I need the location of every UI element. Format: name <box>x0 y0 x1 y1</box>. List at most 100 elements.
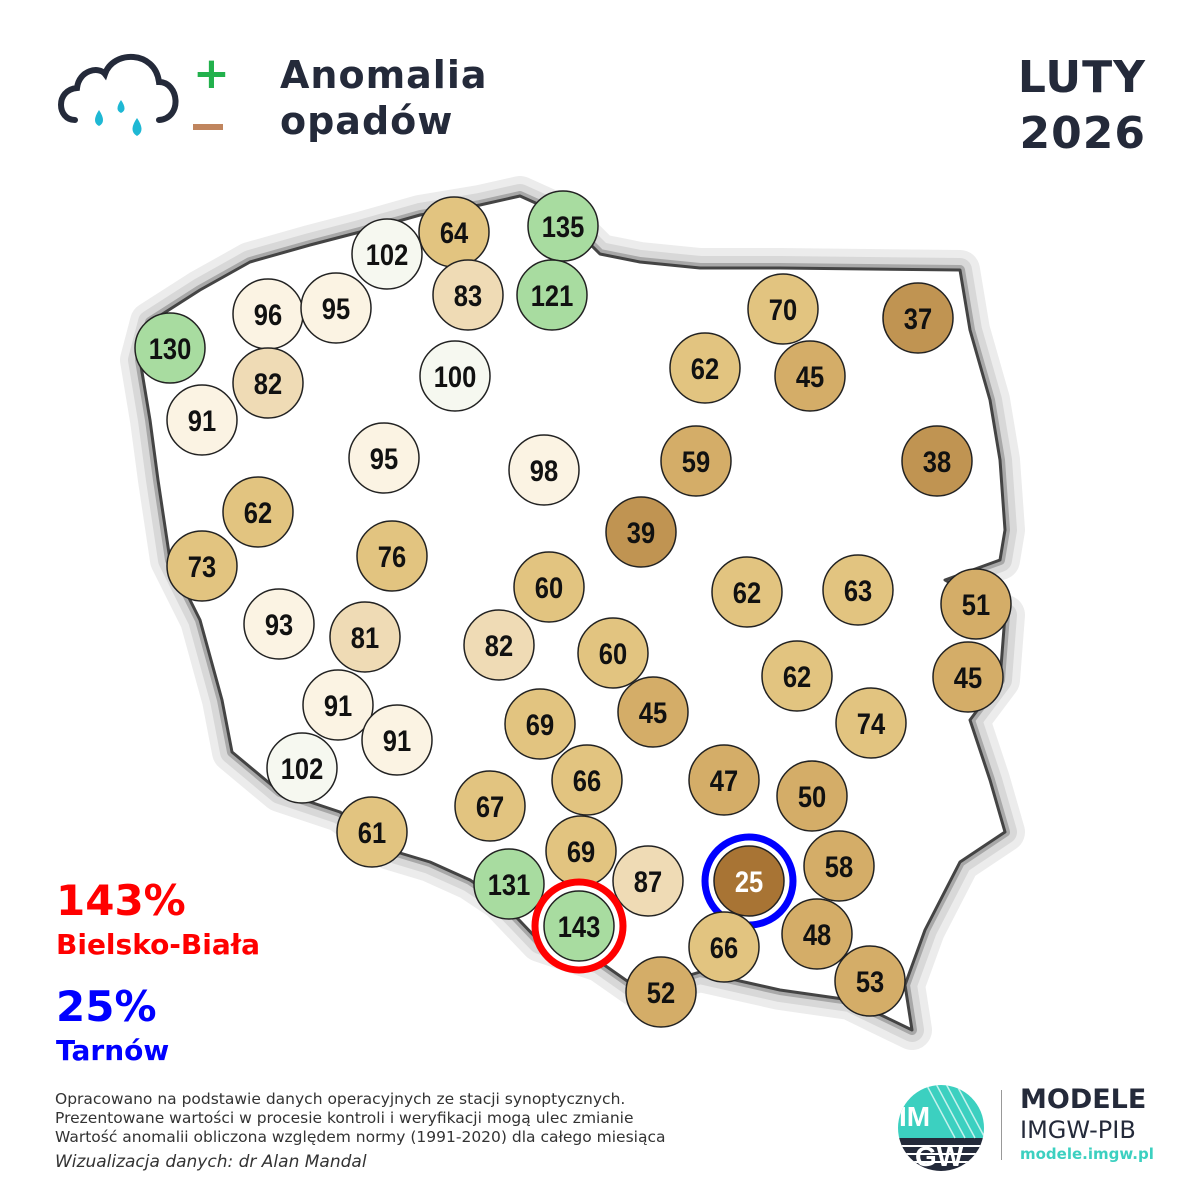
station-marker: 91 <box>302 669 374 741</box>
station-marker: 39 <box>605 496 677 568</box>
station-marker: 51 <box>940 568 1012 640</box>
station-value: 91 <box>188 404 216 437</box>
station-marker: 62 <box>711 556 783 628</box>
station-value: 96 <box>254 298 282 331</box>
station-value: 82 <box>485 629 513 662</box>
station-value: 69 <box>567 835 595 868</box>
station-marker: 63 <box>822 554 894 626</box>
station-value: 82 <box>254 367 282 400</box>
station-marker: 131 <box>473 848 545 920</box>
station-value: 62 <box>244 496 272 529</box>
station-circle <box>882 282 954 354</box>
station-circle <box>329 601 401 673</box>
station-marker: 67 <box>454 770 526 842</box>
station-circle <box>617 676 689 748</box>
station-value: 83 <box>454 279 482 312</box>
station-marker: 62 <box>222 476 294 548</box>
station-marker: 66 <box>688 911 760 983</box>
station-circle <box>232 347 304 419</box>
max-value: 143% <box>56 876 186 925</box>
station-circle <box>669 332 741 404</box>
station-circle <box>266 732 338 804</box>
station-value: 69 <box>526 708 554 741</box>
station-value: 52 <box>647 976 675 1009</box>
station-value: 61 <box>358 816 386 849</box>
credit: Wizualizacja danych: dr Alan Mandal <box>55 1152 367 1172</box>
station-circle <box>688 911 760 983</box>
station-marker: 66 <box>551 744 623 816</box>
minus-sign <box>193 124 223 130</box>
station-value: 51 <box>962 588 990 621</box>
station-circle <box>508 434 580 506</box>
station-circle <box>605 496 677 568</box>
station-marker: 52 <box>625 956 697 1028</box>
station-value: 131 <box>488 868 531 901</box>
station-marker: 48 <box>781 898 853 970</box>
station-marker: 83 <box>432 259 504 331</box>
station-value: 135 <box>542 210 585 243</box>
station-marker: 60 <box>577 617 649 689</box>
brand-org: IMGW-PIB <box>1020 1116 1136 1144</box>
station-marker: 91 <box>361 704 433 776</box>
month: LUTY <box>1017 52 1146 103</box>
stations-layer: 64 135 102 83 121 96 95 130 82 91 100 70 37 62 45 95 98 5… <box>134 190 1012 1028</box>
station-value: 62 <box>733 576 761 609</box>
station-circle <box>834 945 906 1017</box>
station-value: 59 <box>682 445 710 478</box>
station-value: 45 <box>954 661 982 694</box>
station-circle <box>803 830 875 902</box>
station-value: 143 <box>558 910 601 943</box>
station-marker: 38 <box>901 425 973 497</box>
station-value: 102 <box>366 238 409 271</box>
station-circle <box>336 796 408 868</box>
station-marker: 135 <box>527 190 599 262</box>
svg-text:GW: GW <box>915 1141 964 1172</box>
station-value: 67 <box>476 790 504 823</box>
station-marker: 37 <box>882 282 954 354</box>
station-marker: 45 <box>617 676 689 748</box>
station-marker: 102 <box>351 218 423 290</box>
station-circle <box>551 744 623 816</box>
station-value: 73 <box>188 550 216 583</box>
station-circle <box>419 340 491 412</box>
station-circle <box>901 425 973 497</box>
logo-divider <box>1001 1090 1002 1160</box>
note-line: Prezentowane wartości w procesie kontrol… <box>55 1109 634 1127</box>
station-circle <box>776 760 848 832</box>
station-value: 98 <box>530 454 558 487</box>
svg-text:IM: IM <box>899 1101 930 1132</box>
station-marker: 45 <box>774 340 846 412</box>
station-circle <box>660 425 732 497</box>
station-value: 45 <box>639 696 667 729</box>
station-value: 95 <box>370 442 398 475</box>
station-marker: 96 <box>232 278 304 350</box>
year: 2026 <box>1019 108 1146 159</box>
station-value: 91 <box>383 724 411 757</box>
min-station: Tarnów <box>56 1034 170 1067</box>
station-circle <box>473 848 545 920</box>
station-value: 95 <box>322 292 350 325</box>
station-value: 45 <box>796 360 824 393</box>
station-marker: 73 <box>166 530 238 602</box>
station-circle <box>774 340 846 412</box>
plus-sign: + <box>193 48 230 99</box>
station-marker: 98 <box>508 434 580 506</box>
station-marker: 69 <box>504 688 576 760</box>
station-value: 50 <box>798 780 826 813</box>
station-circle <box>822 554 894 626</box>
note-line: Opracowano na podstawie danych operacyjn… <box>55 1090 626 1108</box>
station-marker: 121 <box>516 259 588 331</box>
station-value: 87 <box>634 865 662 898</box>
brand-url[interactable]: modele.imgw.pl <box>1020 1145 1154 1163</box>
title-line-2: opadów <box>280 99 454 143</box>
station-marker: 76 <box>356 520 428 592</box>
station-marker: 50 <box>776 760 848 832</box>
station-circle <box>361 704 433 776</box>
station-circle <box>932 641 1004 713</box>
station-marker: 95 <box>348 422 420 494</box>
station-value: 76 <box>378 540 406 573</box>
station-value: 58 <box>825 850 853 883</box>
station-circle <box>747 273 819 345</box>
station-circle <box>625 956 697 1028</box>
imgw-logo: IM GW <box>898 1085 984 1172</box>
